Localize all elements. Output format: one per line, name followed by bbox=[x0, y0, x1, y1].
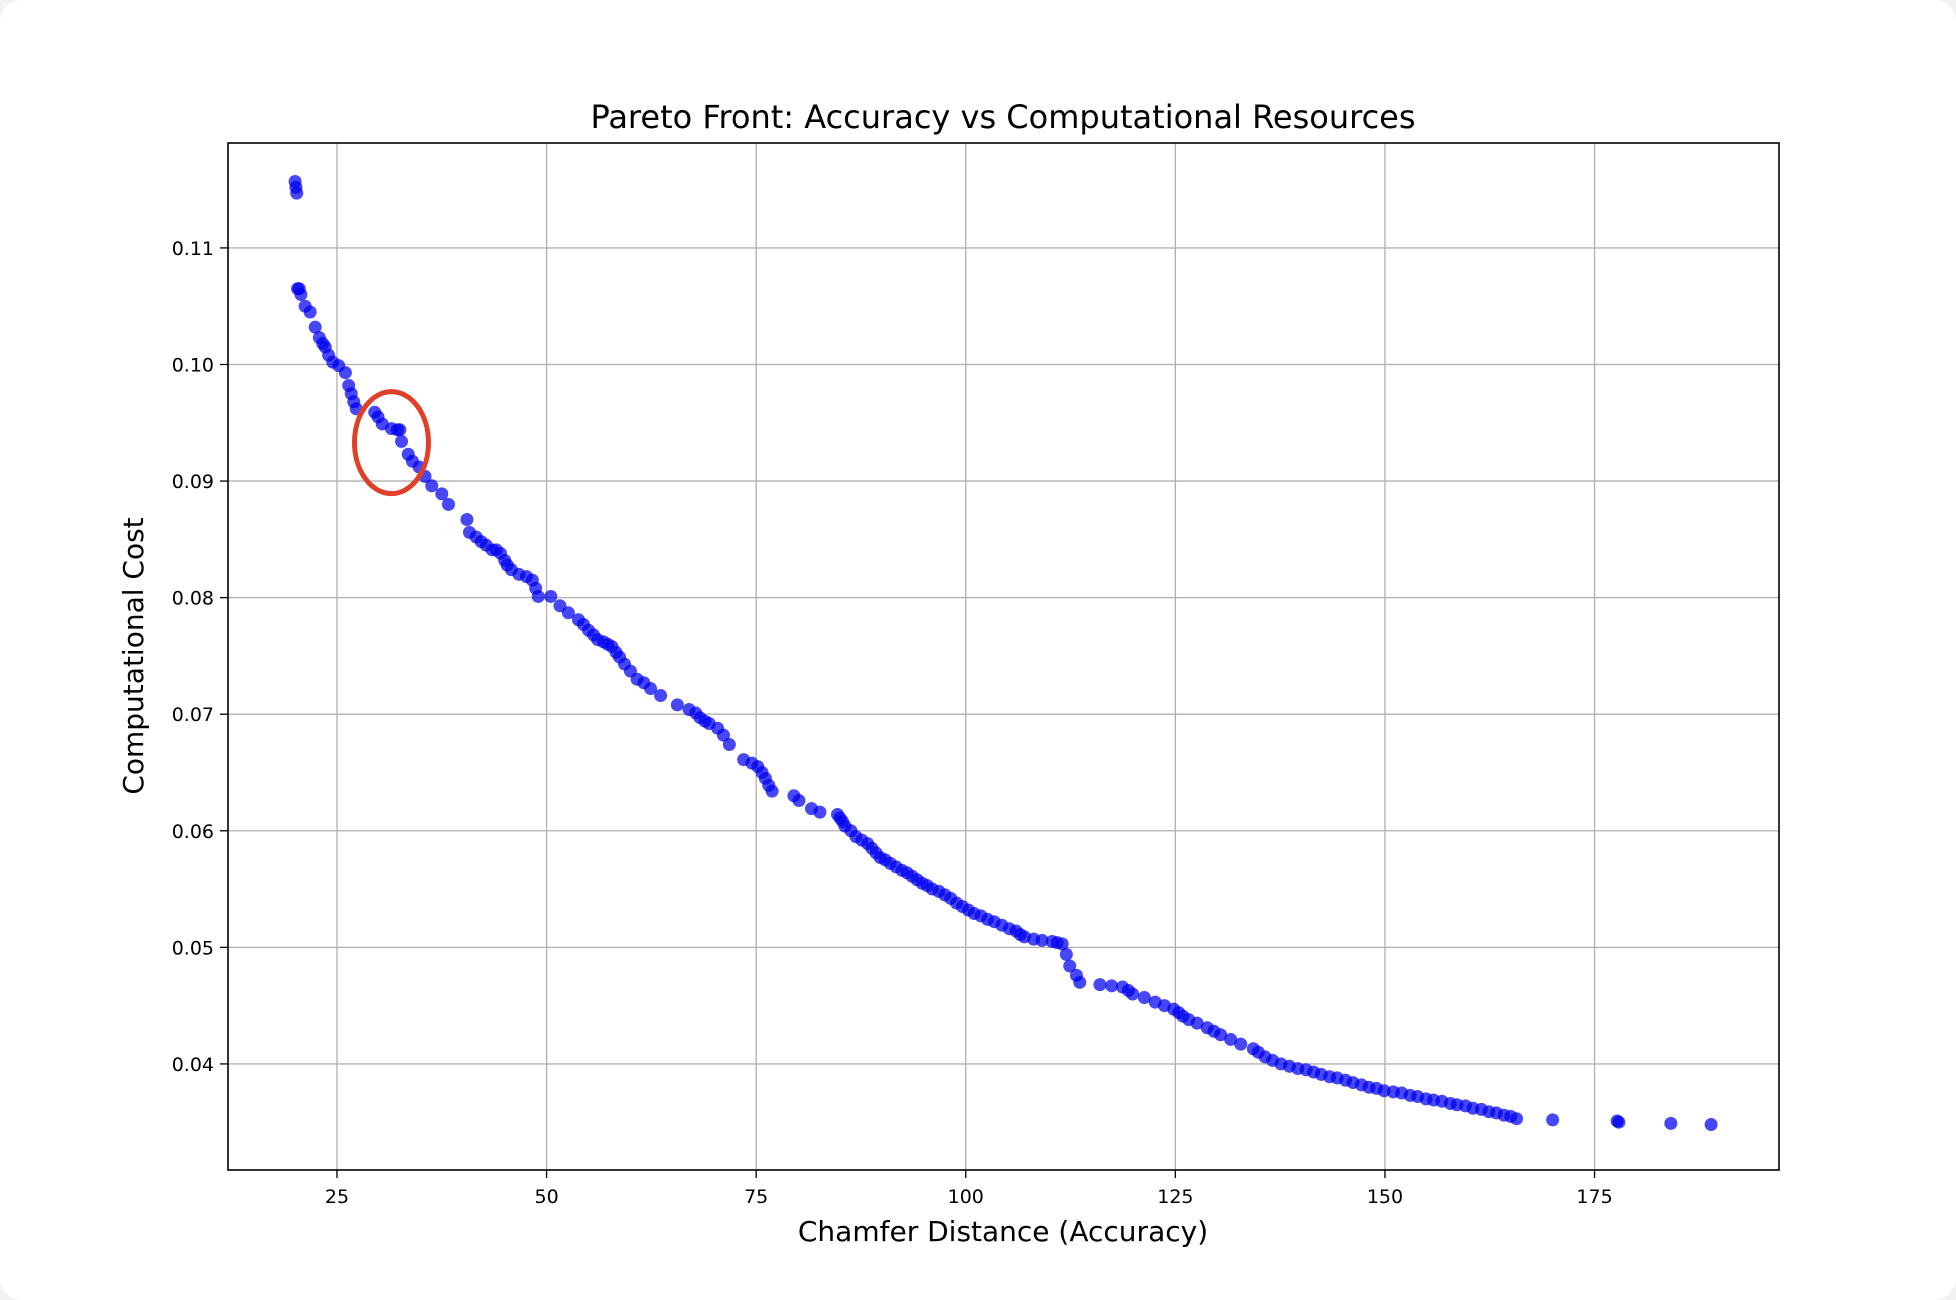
y-tick-label: 0.04 bbox=[172, 1054, 214, 1076]
data-point bbox=[460, 513, 474, 527]
data-point bbox=[308, 320, 322, 334]
x-tick-label: 50 bbox=[534, 1186, 558, 1208]
data-point bbox=[1510, 1112, 1524, 1126]
data-point bbox=[1059, 947, 1073, 961]
data-point bbox=[1546, 1113, 1560, 1127]
annotation-highlight bbox=[351, 389, 431, 497]
data-points bbox=[288, 174, 1718, 1132]
x-tick-label: 100 bbox=[948, 1186, 984, 1208]
highlight-ellipse bbox=[351, 389, 431, 497]
y-axis-label: Computational Cost bbox=[117, 517, 150, 794]
data-point bbox=[425, 479, 439, 493]
data-point bbox=[1073, 975, 1087, 989]
chart-title: Pareto Front: Accuracy vs Computational … bbox=[590, 98, 1415, 136]
data-point bbox=[290, 186, 304, 200]
data-point bbox=[1612, 1115, 1626, 1129]
x-tick-label: 150 bbox=[1367, 1186, 1403, 1208]
data-point bbox=[654, 689, 668, 703]
y-tick-label: 0.09 bbox=[172, 471, 214, 493]
x-axis-ticks: 25 50 75 100 125 150 175 bbox=[325, 1170, 1613, 1208]
data-point bbox=[716, 728, 730, 742]
x-tick-label: 125 bbox=[1157, 1186, 1193, 1208]
data-point bbox=[1126, 987, 1140, 1001]
data-point bbox=[294, 288, 308, 302]
data-point bbox=[303, 305, 317, 319]
data-point bbox=[1093, 978, 1107, 992]
data-point bbox=[561, 606, 575, 620]
data-point bbox=[338, 366, 352, 380]
data-point bbox=[765, 784, 779, 798]
data-point bbox=[531, 589, 545, 603]
data-point bbox=[1137, 990, 1151, 1004]
data-point bbox=[644, 682, 658, 696]
data-point bbox=[1035, 933, 1049, 947]
x-tick-label: 25 bbox=[325, 1186, 349, 1208]
x-tick-label: 75 bbox=[744, 1186, 768, 1208]
data-point bbox=[1190, 1016, 1204, 1030]
data-point bbox=[1234, 1037, 1248, 1051]
data-point bbox=[544, 589, 558, 603]
y-axis-ticks: 0.04 0.05 0.06 0.07 0.08 0.09 0.10 0.11 bbox=[172, 238, 228, 1076]
data-point bbox=[670, 698, 684, 712]
y-tick-label: 0.06 bbox=[172, 821, 214, 843]
y-tick-label: 0.05 bbox=[172, 937, 214, 959]
y-tick-label: 0.10 bbox=[172, 354, 214, 376]
y-tick-label: 0.11 bbox=[172, 238, 214, 260]
data-point bbox=[813, 805, 827, 819]
axes-frame bbox=[227, 142, 1780, 1171]
data-point bbox=[1063, 959, 1077, 973]
y-tick-label: 0.08 bbox=[172, 588, 214, 610]
data-point bbox=[1055, 937, 1069, 951]
x-tick-label: 175 bbox=[1576, 1186, 1612, 1208]
data-point bbox=[435, 487, 449, 501]
data-point bbox=[1214, 1028, 1228, 1042]
data-point bbox=[792, 793, 806, 807]
data-point bbox=[1704, 1118, 1718, 1132]
data-point bbox=[1105, 979, 1119, 993]
data-point bbox=[722, 738, 736, 752]
data-point bbox=[441, 497, 455, 511]
data-point bbox=[1224, 1032, 1238, 1046]
data-point bbox=[1664, 1116, 1678, 1130]
data-point bbox=[395, 434, 409, 448]
data-point bbox=[393, 423, 407, 437]
x-axis-label: Chamfer Distance (Accuracy) bbox=[798, 1215, 1208, 1248]
y-tick-label: 0.07 bbox=[172, 704, 214, 726]
grid-lines bbox=[228, 143, 1779, 1170]
